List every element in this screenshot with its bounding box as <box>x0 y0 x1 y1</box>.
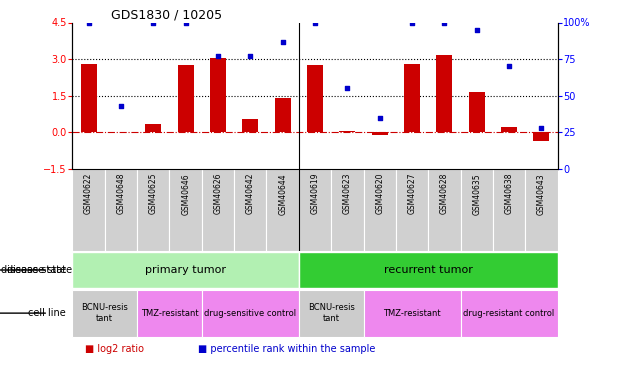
Point <box>116 103 126 109</box>
FancyBboxPatch shape <box>202 290 299 336</box>
Text: drug-resistant control: drug-resistant control <box>464 309 554 318</box>
Text: GSM40627: GSM40627 <box>408 173 416 214</box>
Point <box>278 39 288 45</box>
Text: TMZ-resistant: TMZ-resistant <box>383 309 441 318</box>
FancyBboxPatch shape <box>234 169 266 251</box>
FancyBboxPatch shape <box>202 169 234 251</box>
Point <box>245 53 255 59</box>
FancyBboxPatch shape <box>72 252 299 288</box>
Point <box>439 20 449 26</box>
Text: cell line: cell line <box>28 308 66 318</box>
FancyBboxPatch shape <box>105 169 137 251</box>
Point <box>148 20 158 26</box>
FancyBboxPatch shape <box>137 169 169 251</box>
Text: GSM40619: GSM40619 <box>311 173 319 214</box>
FancyBboxPatch shape <box>525 169 558 251</box>
Bar <box>145 124 161 132</box>
Text: BCNU-resis
tant: BCNU-resis tant <box>81 303 129 323</box>
FancyBboxPatch shape <box>428 169 461 251</box>
Text: GSM40648: GSM40648 <box>117 173 125 214</box>
Point <box>504 63 514 69</box>
Point <box>407 20 417 26</box>
Bar <box>242 119 258 132</box>
Bar <box>372 132 387 135</box>
Text: TMZ-resistant: TMZ-resistant <box>140 309 198 318</box>
FancyBboxPatch shape <box>137 290 202 336</box>
Point <box>213 53 223 59</box>
FancyBboxPatch shape <box>266 169 299 251</box>
Bar <box>81 64 97 132</box>
Text: GSM40646: GSM40646 <box>181 173 190 214</box>
Text: GSM40643: GSM40643 <box>537 173 546 214</box>
Bar <box>436 56 452 132</box>
Point <box>472 27 482 33</box>
Text: BCNU-resis
tant: BCNU-resis tant <box>307 303 355 323</box>
FancyBboxPatch shape <box>461 290 558 336</box>
FancyBboxPatch shape <box>331 169 364 251</box>
Point <box>84 20 94 26</box>
FancyBboxPatch shape <box>461 169 493 251</box>
FancyBboxPatch shape <box>396 169 428 251</box>
Text: GSM40644: GSM40644 <box>278 173 287 214</box>
Bar <box>339 131 355 132</box>
Text: recurrent tumor: recurrent tumor <box>384 265 472 275</box>
Text: primary tumor: primary tumor <box>145 265 226 275</box>
Bar <box>469 92 485 132</box>
Bar <box>275 98 291 132</box>
Text: GSM40620: GSM40620 <box>375 173 384 214</box>
Bar <box>404 64 420 132</box>
Text: GSM40626: GSM40626 <box>214 173 222 214</box>
FancyBboxPatch shape <box>299 169 331 251</box>
Text: GSM40623: GSM40623 <box>343 173 352 214</box>
Bar <box>533 132 549 141</box>
FancyBboxPatch shape <box>299 252 558 288</box>
Text: ■ log2 ratio: ■ log2 ratio <box>85 344 144 354</box>
FancyBboxPatch shape <box>493 169 525 251</box>
FancyBboxPatch shape <box>72 290 137 336</box>
FancyBboxPatch shape <box>364 290 461 336</box>
Text: ■ percentile rank within the sample: ■ percentile rank within the sample <box>198 344 376 354</box>
Point <box>181 20 191 26</box>
FancyBboxPatch shape <box>72 169 105 251</box>
Text: GSM40638: GSM40638 <box>505 173 513 214</box>
Bar <box>178 65 194 132</box>
Text: GDS1830 / 10205: GDS1830 / 10205 <box>112 8 222 21</box>
Bar <box>307 65 323 132</box>
Point <box>536 125 546 131</box>
Text: disease state: disease state <box>7 265 72 275</box>
Text: GSM40628: GSM40628 <box>440 173 449 214</box>
Bar <box>501 128 517 132</box>
FancyBboxPatch shape <box>364 169 396 251</box>
Text: GSM40625: GSM40625 <box>149 173 158 214</box>
Bar <box>210 58 226 132</box>
Text: GSM40642: GSM40642 <box>246 173 255 214</box>
Text: disease state: disease state <box>1 265 66 275</box>
Text: drug-sensitive control: drug-sensitive control <box>204 309 296 318</box>
Text: GSM40622: GSM40622 <box>84 173 93 214</box>
Point <box>375 115 385 121</box>
FancyBboxPatch shape <box>299 290 364 336</box>
FancyBboxPatch shape <box>169 169 202 251</box>
Point <box>342 86 352 92</box>
Text: GSM40635: GSM40635 <box>472 173 481 214</box>
Point <box>310 20 320 26</box>
